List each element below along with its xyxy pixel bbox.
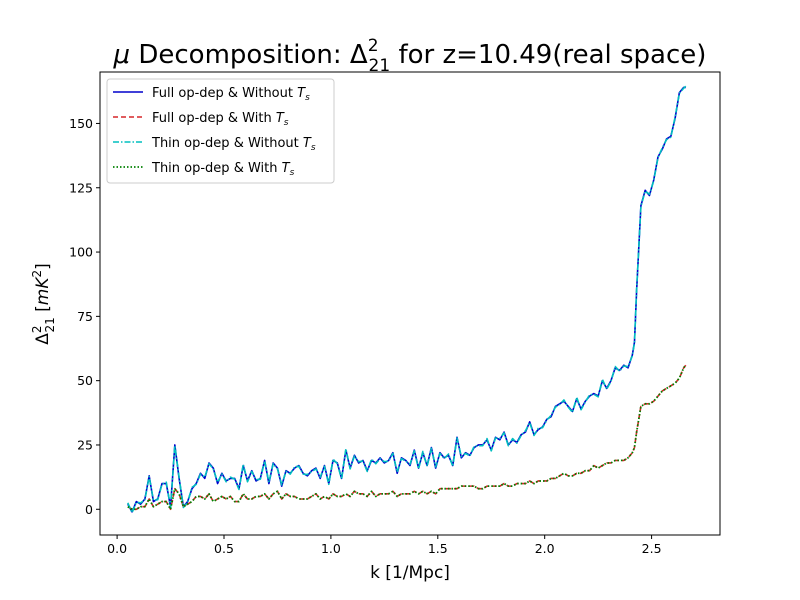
x-tick-label: 2.5 [642,541,662,556]
legend-label-full-with-ts: Full op-dep & With Ts [152,111,289,128]
legend-box [106,78,335,184]
chart-title: μ Decomposition: Δ2 21 for z=10.49(real s… [113,36,707,76]
legend: Full op-dep & Without Ts Full op-dep & W… [106,78,335,184]
legend-entry-full-without-ts: Full op-dep & Without Ts [113,86,310,103]
x-tick-label: 2.0 [535,541,555,556]
legend-label-full-without-ts: Full op-dep & Without Ts [152,86,310,103]
y-tick-label: 125 [69,180,93,195]
data-lines [127,85,687,514]
x-tick-label: 1.5 [428,541,448,556]
y-tick-label: 50 [77,373,93,388]
x-axis-ticks: 0.0 0.5 1.0 1.5 2.0 2.5 [107,535,662,556]
legend-label-thin-without-ts: Thin op-dep & Without Ts [151,136,316,153]
legend-entry-full-with-ts: Full op-dep & With Ts [113,111,289,128]
x-tick-label: 1.0 [321,541,341,556]
x-tick-label: 0.5 [214,541,234,556]
legend-entry-thin-with-ts: Thin op-dep & With Ts [113,161,295,178]
x-axis-label: k [1/Mpc] [370,563,450,583]
y-axis-ticks: 0 25 50 75 100 125 150 [69,116,100,517]
x-tick-label: 0.0 [107,541,127,556]
plot-area [99,71,721,536]
y-tick-label: 75 [77,309,93,324]
legend-label-thin-with-ts: Thin op-dep & With Ts [151,161,295,178]
y-tick-label: 25 [77,437,93,452]
legend-entry-thin-without-ts: Thin op-dep & Without Ts [113,136,316,153]
series-thin-with-ts [127,364,687,511]
series-thin-without-ts [127,85,687,514]
y-tick-label: 100 [69,245,93,260]
y-tick-label: 0 [85,502,93,517]
series-full-with-ts [127,364,687,511]
y-axis-label: Δ221 [mK2] [30,263,57,345]
y-tick-label: 150 [69,116,93,131]
